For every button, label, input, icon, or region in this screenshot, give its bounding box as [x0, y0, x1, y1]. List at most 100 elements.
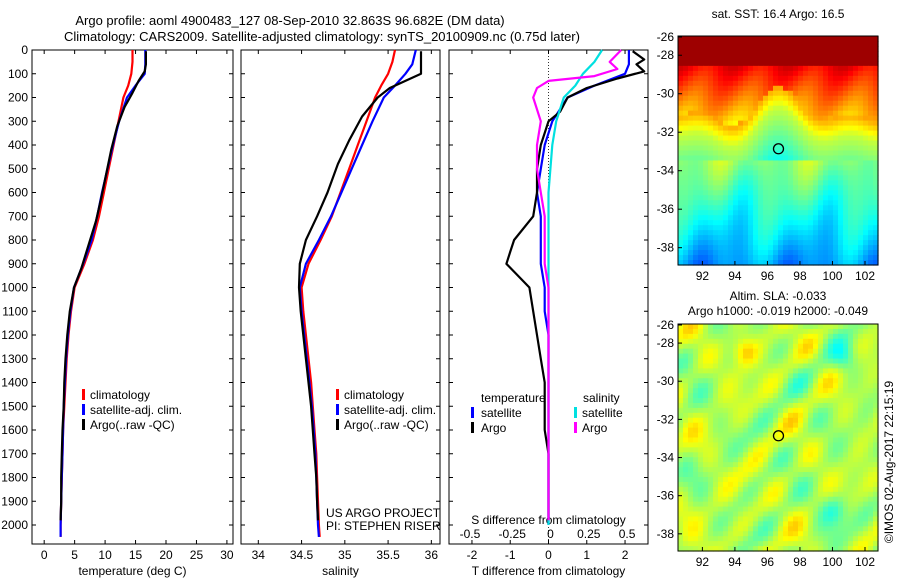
map-cell — [703, 95, 709, 102]
map-cell — [703, 160, 709, 167]
map-cell — [863, 541, 869, 547]
map-cell — [728, 467, 734, 473]
map-cell — [863, 180, 869, 186]
map-cell — [833, 472, 839, 478]
map-cell — [803, 40, 809, 47]
map-cell — [698, 393, 704, 399]
map-cell — [783, 432, 789, 439]
map-cell — [813, 195, 819, 201]
map-cell — [768, 442, 774, 448]
map-cell — [758, 407, 764, 414]
map-cell — [693, 45, 699, 52]
map-cell — [753, 378, 759, 384]
map-cell — [838, 486, 844, 493]
map-cell — [873, 536, 879, 542]
map-cell — [688, 110, 694, 117]
map-cell — [738, 491, 744, 498]
map-cell — [858, 338, 864, 345]
map-cell — [678, 526, 684, 532]
map-cell — [778, 210, 784, 216]
map-cell — [693, 546, 699, 552]
map-cell — [738, 215, 744, 221]
map-cell — [818, 105, 824, 112]
map-cell — [748, 200, 754, 206]
map-cell — [728, 526, 734, 532]
map-cell — [718, 100, 724, 107]
map-cell — [843, 145, 849, 152]
map-cell — [828, 531, 834, 537]
map-cell — [828, 388, 834, 394]
map-cell — [773, 457, 779, 463]
legend-title-temperature: temperature — [481, 391, 546, 405]
map-cell — [708, 521, 714, 527]
map-cell — [758, 115, 764, 122]
map-cell — [703, 65, 709, 72]
map-cell — [828, 125, 834, 132]
map-cell — [713, 190, 719, 196]
map-cell — [823, 363, 829, 370]
map-cell — [688, 220, 694, 226]
map-cell — [813, 70, 819, 77]
map-cell — [753, 398, 759, 404]
map-cell — [818, 447, 824, 453]
map-cell — [858, 80, 864, 87]
map-cell — [688, 135, 694, 142]
map-cell — [833, 353, 839, 360]
map-cell — [773, 442, 779, 448]
map-cell — [698, 170, 704, 176]
map-cell — [813, 40, 819, 47]
map-cell — [693, 412, 699, 419]
y-tick-label: 200 — [8, 91, 28, 105]
map-cell — [728, 145, 734, 152]
map-cell — [808, 402, 814, 409]
map-cell — [718, 45, 724, 52]
map-cell — [868, 260, 874, 266]
map-cell — [803, 260, 809, 266]
map-cell — [733, 393, 739, 399]
map-cell — [843, 481, 849, 488]
map-cell — [863, 358, 869, 365]
map-cell — [848, 115, 854, 122]
map-cell — [718, 358, 724, 365]
map-cell — [733, 75, 739, 82]
map-cell — [708, 407, 714, 414]
map-cell — [783, 240, 789, 246]
map-cell — [873, 105, 879, 112]
map-cell — [803, 521, 809, 527]
map-cell — [853, 348, 859, 355]
map-cell — [693, 417, 699, 424]
map-cell — [843, 383, 849, 389]
map-cell — [863, 521, 869, 527]
map-cell — [793, 467, 799, 473]
map-cell — [738, 383, 744, 389]
map-cell — [783, 393, 789, 399]
map-cell — [718, 338, 724, 345]
map-cell — [823, 85, 829, 92]
map-cell — [848, 125, 854, 132]
map-cell — [818, 373, 824, 379]
map-cell — [808, 195, 814, 201]
map-cell — [843, 531, 849, 537]
map-cell — [788, 65, 794, 72]
map-cell — [763, 170, 769, 176]
map-cell — [783, 65, 789, 72]
map-cell — [753, 50, 759, 57]
map-cell — [853, 75, 859, 82]
map-cell — [738, 516, 744, 522]
map-cell — [733, 245, 739, 251]
map-cell — [758, 353, 764, 360]
map-cell — [828, 333, 834, 340]
map-cell — [688, 427, 694, 434]
map-cell — [698, 205, 704, 211]
map-cell — [848, 358, 854, 365]
map-cell — [823, 230, 829, 236]
map-cell — [773, 388, 779, 394]
map-cell — [758, 165, 764, 172]
map-cell — [813, 417, 819, 424]
map-cell — [703, 368, 709, 374]
map-cell — [868, 457, 874, 463]
map-cell — [713, 60, 719, 67]
map-cell — [773, 175, 779, 181]
map-cell — [823, 481, 829, 488]
map-cell — [783, 324, 789, 330]
